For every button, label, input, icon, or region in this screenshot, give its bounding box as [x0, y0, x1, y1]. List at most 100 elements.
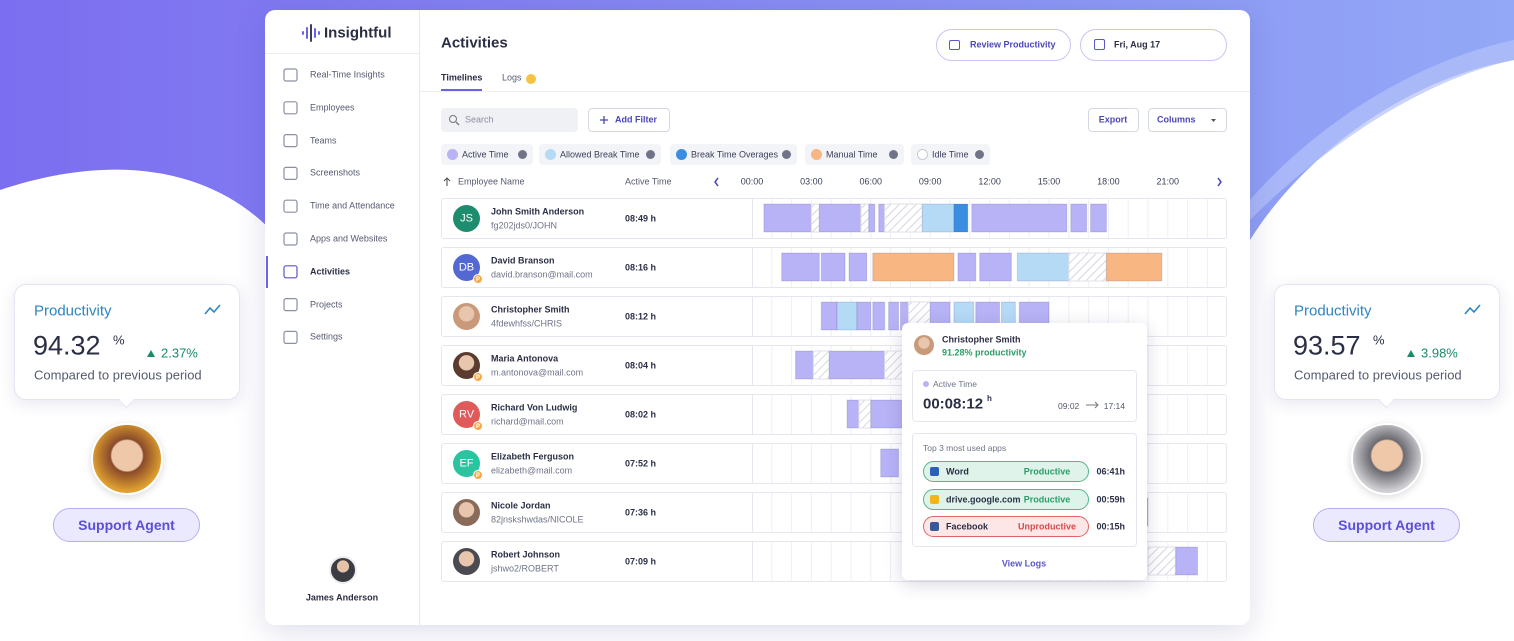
tooltip-avatar: [914, 335, 934, 355]
card-unit: %: [1373, 332, 1385, 348]
legend-label: Idle Time: [932, 149, 969, 160]
legend-swatch: [447, 149, 458, 160]
header-divider: [420, 91, 1250, 92]
employee-name: Maria Antonova: [491, 353, 559, 364]
role-label: Support Agent: [78, 517, 175, 533]
active-time: 08:16 h: [625, 262, 657, 273]
role-pill: [1313, 508, 1460, 542]
add-filter-label[interactable]: Add Filter: [615, 114, 657, 125]
column-header: Employee Name: [458, 176, 525, 187]
card-note: Compared to previous period: [34, 367, 202, 383]
tab[interactable]: Timelines: [441, 72, 483, 83]
app-status: Productive: [1023, 494, 1071, 504]
avatar-initials: JS: [460, 212, 473, 225]
employee-name: Elizabeth Ferguson: [491, 451, 575, 462]
agent-photo: [91, 423, 163, 495]
tab[interactable]: Logs: [502, 72, 522, 83]
legend-swatch: [676, 149, 687, 160]
review-icon: [949, 40, 960, 50]
row: [441, 247, 1227, 288]
time-from: 09:02: [1058, 400, 1080, 411]
employee-name: Nicole Jordan: [491, 500, 551, 511]
tab-underline: [441, 89, 482, 91]
page-title: Activities: [441, 34, 508, 52]
employee-name: Christopher Smith: [491, 304, 570, 315]
badge: [473, 274, 483, 284]
nav-item[interactable]: Settings: [310, 331, 343, 342]
employee-name: David Branson: [491, 255, 555, 266]
avatar-photo: [453, 548, 480, 575]
active-time: 07:36 h: [625, 507, 657, 518]
app-pill: [923, 488, 1089, 510]
app-time: 00:15h: [1096, 521, 1125, 532]
search-icon: [449, 115, 457, 123]
review-button[interactable]: [936, 29, 1071, 61]
employee-id: richard@mail.com: [491, 416, 564, 427]
tooltip: [902, 323, 1147, 580]
app-status: Unproductive: [1017, 521, 1077, 532]
hour-label: 03:00: [800, 176, 823, 187]
badge-label: P: [475, 423, 481, 430]
bg-wave-2: [1250, 40, 1514, 220]
active-time: 08:49 h: [625, 213, 657, 224]
nav-item[interactable]: Employees: [310, 102, 355, 113]
nav-item[interactable]: Screenshots: [310, 167, 361, 178]
app-status: Productive: [1023, 466, 1071, 477]
timeline-cell-divider: [752, 394, 753, 435]
app-name: Facebook: [946, 521, 989, 532]
hour-label: 21:00: [1156, 176, 1180, 187]
badge: [473, 372, 483, 382]
timeline-cell-divider: [752, 296, 753, 337]
hour-label: 15:00: [1037, 176, 1061, 187]
active-time: 07:09 h: [625, 556, 657, 567]
hour-label: 18:00: [1097, 176, 1120, 187]
badge: [473, 470, 483, 480]
timeline-cell-divider: [752, 492, 753, 533]
employee-id: fg202jds0/JOHN: [491, 220, 558, 231]
legend-chip: [805, 144, 904, 165]
app-name: Word: [946, 466, 969, 477]
nav-item[interactable]: Projects: [310, 299, 343, 310]
app-pill: [923, 516, 1089, 537]
app-icon: [930, 522, 939, 531]
search-placeholder[interactable]: Search: [465, 114, 494, 125]
view-logs[interactable]: View Logs: [1001, 558, 1047, 569]
review-label[interactable]: Review Productivity: [970, 39, 1056, 50]
nav-item[interactable]: Real-Time Insights: [310, 69, 385, 80]
legend-label: Allowed Break Time: [560, 149, 640, 160]
nav-item[interactable]: Time and Attendance: [310, 200, 395, 211]
badge: [473, 421, 483, 431]
logs-badge: [526, 74, 536, 84]
hour-label: 09:00: [918, 176, 942, 187]
avatar-photo: [453, 499, 480, 526]
hour-label: 06:00: [859, 176, 883, 187]
columns-label[interactable]: Columns: [1157, 114, 1196, 125]
nav-item[interactable]: Teams: [310, 135, 337, 146]
help-icon: [975, 150, 984, 159]
add-filter-button[interactable]: [588, 108, 670, 132]
date-label[interactable]: Fri, Aug 17: [1114, 39, 1161, 50]
columns-button[interactable]: [1148, 108, 1227, 132]
role-label: Support Agent: [1338, 517, 1435, 533]
employee-name: John Smith Anderson: [491, 206, 585, 217]
export-label[interactable]: Export: [1098, 114, 1128, 125]
badge-label: P: [475, 472, 481, 479]
help-icon: [782, 150, 791, 159]
employee-id: 4fdewhfss/CHRIS: [491, 318, 563, 329]
time-box: [912, 370, 1137, 422]
legend-label: Manual Time: [826, 149, 878, 160]
card-change: 3.98%: [1421, 345, 1458, 361]
export-button[interactable]: [1088, 108, 1139, 132]
sidebar-divider: [419, 10, 420, 625]
avatar-photo: [453, 303, 480, 330]
employee-name: Richard Von Ludwig: [491, 402, 578, 413]
legend-chip: [539, 144, 661, 165]
nav-item[interactable]: Apps and Websites: [310, 233, 388, 244]
column-header: Active Time: [625, 176, 672, 187]
timeline-cell-divider: [752, 247, 753, 288]
apps-box: [912, 433, 1137, 547]
active-dot: [923, 381, 929, 387]
search-box[interactable]: [441, 108, 578, 132]
nav-item[interactable]: Activities: [310, 266, 351, 277]
